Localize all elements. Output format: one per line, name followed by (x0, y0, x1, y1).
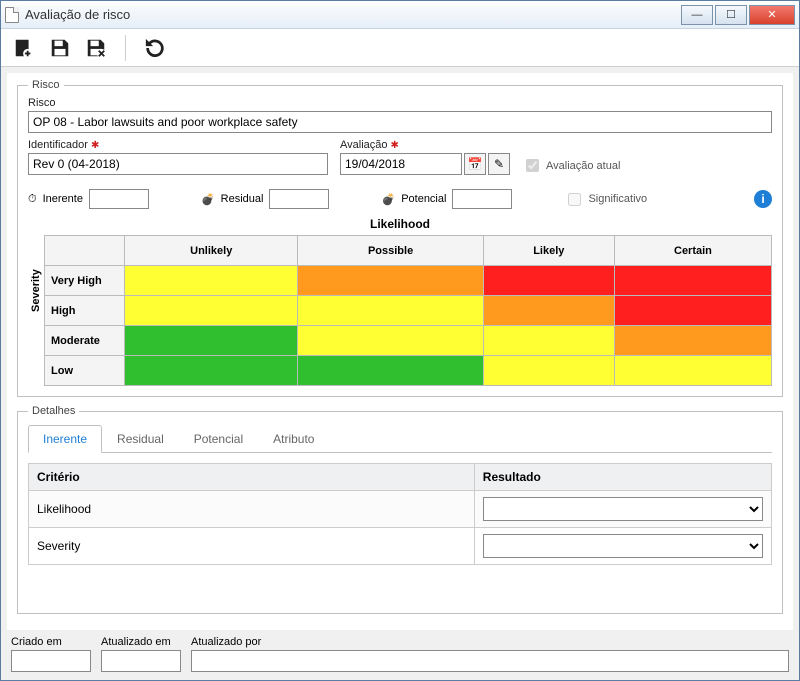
content-area: Risco Risco Identificador✱ Avaliação✱ 📅 … (7, 73, 793, 630)
matrix-cell[interactable] (298, 356, 483, 386)
matrix-row-header: High (45, 296, 125, 326)
calendar-icon[interactable]: 📅 (464, 153, 486, 175)
risk-input[interactable] (28, 111, 772, 133)
matrix-row-header: Moderate (45, 326, 125, 356)
titlebar: Avaliação de risco — ☐ ✕ (1, 1, 799, 29)
matrix-cell[interactable] (483, 266, 614, 296)
bomb-icon-3: 💣 (381, 193, 395, 206)
col-criterio: Critério (29, 464, 475, 491)
clear-date-icon[interactable]: ✎ (488, 153, 510, 175)
matrix-col-header: Likely (483, 236, 614, 266)
matrix-col-header: Possible (298, 236, 483, 266)
matrix-row-header: Very High (45, 266, 125, 296)
refresh-button[interactable] (142, 35, 168, 61)
matrix-cell[interactable] (298, 266, 483, 296)
matrix-cell[interactable] (298, 326, 483, 356)
matrix-cell[interactable] (483, 296, 614, 326)
matrix-corner (45, 236, 125, 266)
residual-value[interactable] (269, 189, 329, 209)
toolbar-separator (125, 35, 126, 61)
maximize-button[interactable]: ☐ (715, 5, 747, 25)
created-value (11, 650, 91, 672)
matrix-x-axis-label: Likelihood (28, 217, 772, 231)
matrix-cell[interactable] (125, 326, 298, 356)
matrix-y-axis-label: Severity (28, 235, 44, 386)
risk-legend: Risco (28, 79, 64, 91)
identifier-input[interactable] (28, 153, 328, 175)
current-evaluation-check[interactable] (526, 159, 539, 172)
tab-inherent[interactable]: Inerente (28, 425, 102, 453)
matrix-row-header: Low (45, 356, 125, 386)
current-evaluation-checkbox[interactable]: Avaliação atual (522, 156, 620, 175)
potential-label: Potencial (401, 193, 446, 205)
risk-assessment-window: Avaliação de risco — ☐ ✕ Risco Risco (0, 0, 800, 681)
inherent-label: Inerente (43, 193, 83, 205)
save-button[interactable] (47, 35, 73, 61)
details-legend: Detalhes (28, 405, 79, 417)
evaluation-date-input[interactable] (340, 153, 462, 175)
risk-label: Risco (28, 97, 772, 109)
matrix-cell[interactable] (125, 266, 298, 296)
criteria-cell: Likelihood (29, 491, 475, 528)
tab-residual[interactable]: Residual (102, 425, 179, 452)
info-icon[interactable]: i (754, 190, 772, 208)
updated-value (101, 650, 181, 672)
potential-value[interactable] (452, 189, 512, 209)
updated-by-value (191, 650, 789, 672)
inherent-value[interactable] (89, 189, 149, 209)
minimize-button[interactable]: — (681, 5, 713, 25)
risk-fieldset: Risco Risco Identificador✱ Avaliação✱ 📅 … (17, 79, 783, 397)
significant-checkbox[interactable]: Significativo (564, 190, 647, 209)
updated-label: Atualizado em (101, 636, 181, 648)
matrix-cell[interactable] (125, 296, 298, 326)
document-icon (5, 7, 19, 23)
bomb-icon: ⏱ (28, 193, 37, 206)
matrix-cell[interactable] (614, 296, 771, 326)
created-label: Criado em (11, 636, 91, 648)
result-select-likelihood[interactable] (483, 497, 763, 521)
significant-check[interactable] (568, 193, 581, 206)
criteria-table: Critério Resultado Likelihood Severity (28, 463, 772, 565)
matrix-cell[interactable] (125, 356, 298, 386)
identifier-label: Identificador✱ (28, 139, 328, 151)
window-title: Avaliação de risco (25, 7, 130, 22)
matrix-cell[interactable] (298, 296, 483, 326)
toolbar (1, 29, 799, 67)
updated-by-label: Atualizado por (191, 636, 789, 648)
col-resultado: Resultado (474, 464, 771, 491)
residual-label: Residual (221, 193, 264, 205)
matrix-cell[interactable] (614, 326, 771, 356)
matrix-cell[interactable] (483, 356, 614, 386)
matrix-col-header: Unlikely (125, 236, 298, 266)
tab-attribute[interactable]: Atributo (258, 425, 329, 452)
bomb-icon-2: 💣 (201, 193, 215, 206)
risk-matrix: Unlikely Possible Likely Certain Very Hi… (44, 235, 772, 386)
footer: Criado em Atualizado em Atualizado por (1, 636, 799, 680)
details-tabs: Inerente Residual Potencial Atributo (28, 425, 772, 453)
matrix-cell[interactable] (614, 356, 771, 386)
evaluation-label: Avaliação✱ (340, 139, 510, 151)
new-button[interactable] (11, 35, 37, 61)
result-select-severity[interactable] (483, 534, 763, 558)
close-button[interactable]: ✕ (749, 5, 795, 25)
matrix-cell[interactable] (483, 326, 614, 356)
details-fieldset: Detalhes Inerente Residual Potencial Atr… (17, 405, 783, 614)
tab-potential[interactable]: Potencial (179, 425, 258, 452)
matrix-col-header: Certain (614, 236, 771, 266)
save-delete-button[interactable] (83, 35, 109, 61)
criteria-cell: Severity (29, 528, 475, 565)
matrix-cell[interactable] (614, 266, 771, 296)
